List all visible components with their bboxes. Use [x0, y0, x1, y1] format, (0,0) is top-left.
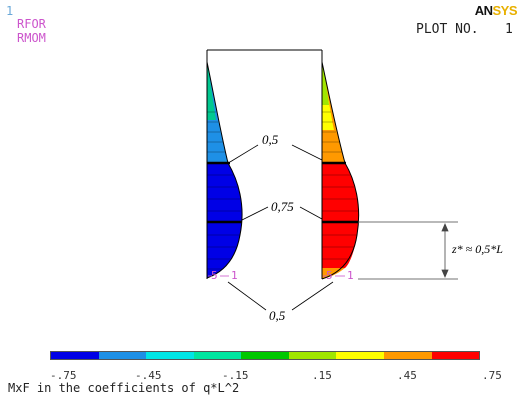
section-lines: [207, 161, 358, 224]
leader-lines: [227, 144, 334, 311]
frame-outline: [206, 49, 360, 280]
window-number: 1: [6, 4, 14, 18]
right-node-label-a: 5: [326, 269, 333, 282]
contour-colorbar: [50, 351, 480, 360]
logo-suffix: SYS: [492, 3, 517, 18]
colorbar-segment: [146, 352, 194, 359]
colorbar-segment: [193, 352, 242, 359]
colorbar-tick-label: -.75: [50, 369, 77, 382]
left-diagram-fill-upper: [207, 62, 228, 163]
left-node-label-a: 5: [211, 269, 218, 282]
right-diagram-fill-green: [322, 62, 329, 105]
logo-prefix: AN: [474, 3, 493, 18]
colorbar-tick-label: -.15: [222, 369, 249, 382]
colorbar-segment: [431, 352, 480, 359]
colorbar-segment: [383, 352, 432, 359]
right-diagram-fill-yellow: [322, 62, 334, 130]
left-node-label-b: 1: [231, 269, 238, 282]
right-diagram-hatching: [322, 111, 358, 260]
legend-rfor: RFOR: [17, 17, 46, 31]
colorbar-segment: [336, 352, 384, 359]
z-formula-label: z* ≈ 0,5*L: [451, 242, 503, 256]
right-diagram-fill-lower: [322, 163, 359, 268]
plot-caption: MxF in the coefficients of q*L^2: [8, 381, 240, 395]
middle-value-label: 0,75: [271, 199, 294, 214]
ansys-logo: ANSYS: [474, 3, 518, 18]
plot-label: PLOT NO.: [416, 22, 479, 37]
bottom-value-label: 0,5: [269, 308, 286, 323]
left-diagram-fill-lower: [207, 163, 243, 278]
legend-rmom: RMOM: [17, 31, 46, 45]
colorbar-tick-label: -.45: [135, 369, 162, 382]
dimension-line: [358, 221, 458, 280]
left-diagram-hatching: [207, 111, 241, 270]
left-diagram: [207, 62, 243, 278]
colorbar-segment: [98, 352, 147, 359]
colorbar-tick-label: .75: [482, 369, 502, 382]
colorbar-tick-label: .45: [397, 369, 417, 382]
colorbar-tick-label: .15: [312, 369, 332, 382]
upper-value-label: 0,5: [262, 132, 279, 147]
colorbar-segment: [288, 352, 337, 359]
colorbar-segment: [51, 352, 99, 359]
left-diagram-fill-top: [207, 62, 216, 120]
right-diagram: [322, 62, 359, 279]
colorbar-segment: [241, 352, 289, 359]
plot-number: 1: [505, 22, 513, 37]
right-node-label-b: 1: [347, 269, 354, 282]
right-diagram-fill-upper: [322, 62, 345, 163]
